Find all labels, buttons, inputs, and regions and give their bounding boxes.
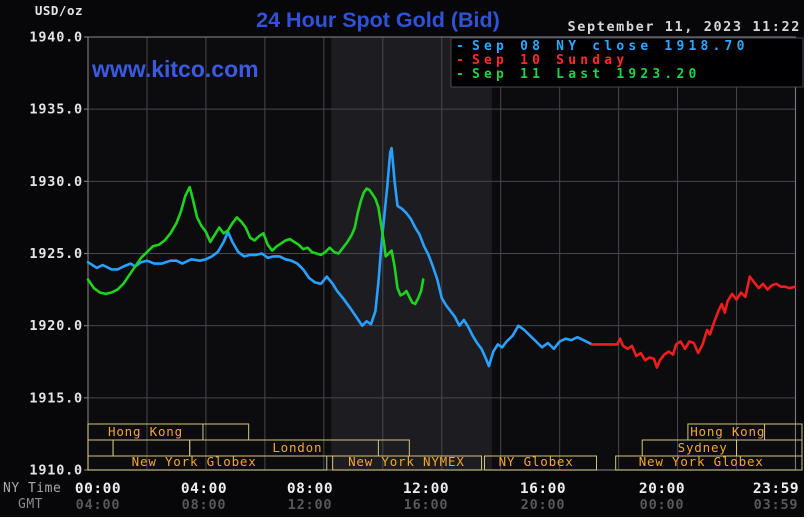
y-axis-tick-label: 1915.0 xyxy=(29,390,83,406)
plot-area xyxy=(84,36,797,471)
ny-time-tick-label: 04:00 xyxy=(181,481,227,497)
legend-box: - Sep 08 NY close 1918.70- Sep 10 Sunday- S… xyxy=(450,37,804,88)
session-label: NY Globex xyxy=(499,454,574,469)
y-axis-labels: 1940.0 1935.0 1930.0 1925.0 1920.0 1915.0 1910… xyxy=(29,30,83,479)
session-box xyxy=(332,455,483,471)
session-box xyxy=(483,455,598,471)
session-label: Hong Kong xyxy=(690,424,765,439)
ny-time-tick-label: 23:59 xyxy=(753,481,799,497)
gmt-tick-label: 04:00 xyxy=(76,497,121,513)
y-axis-tick-label: 1935.0 xyxy=(29,102,83,118)
ny-time-tick-label: 20:00 xyxy=(639,481,685,497)
legend-background xyxy=(450,37,804,88)
gmt-tick-label: 16:00 xyxy=(404,497,449,513)
y-axis-tick-label: 1930.0 xyxy=(29,174,83,190)
legend-dash: - xyxy=(456,53,464,68)
session-label: New York NYMEX xyxy=(348,454,465,469)
y-axis-tick-label: 1940.0 xyxy=(29,30,83,46)
legend-item-label: Sep 11 Last 1923.20 xyxy=(472,67,701,82)
gmt-tick-label: 20:00 xyxy=(521,497,566,513)
session-box xyxy=(615,455,803,471)
ny-time-tick-label: 00:00 xyxy=(75,481,121,497)
ny-time-tick-label: 08:00 xyxy=(287,481,333,497)
gmt-tick-label: 00:00 xyxy=(640,497,685,513)
gmt-tick-label: 08:00 xyxy=(182,497,227,513)
gmt-caption: GMT xyxy=(18,497,43,512)
y-axis-tick-label: 1920.0 xyxy=(29,318,83,334)
gmt-tick-label: 12:00 xyxy=(288,497,333,513)
session-box xyxy=(87,455,328,471)
ny-time-tick-label: 16:00 xyxy=(520,481,566,497)
y-axis-unit-label: USD/oz xyxy=(35,3,83,18)
price-line-sep-10-sunday xyxy=(590,275,797,369)
price-line-sep-11-last xyxy=(86,185,425,306)
price-line-sep-08-ny-close xyxy=(86,146,594,368)
x-axis-labels: 00:0004:0004:0008:0008:0012:0012:0016:00… xyxy=(75,481,799,513)
gmt-tick-label: 03:59 xyxy=(754,497,799,513)
kitco-watermark: www.kitco.com xyxy=(91,56,259,82)
session-label: Sydney xyxy=(678,440,728,455)
session-label: New York Globex xyxy=(639,454,764,469)
y-axis-tick-label: 1910.0 xyxy=(29,463,83,479)
page-title: 24 Hour Spot Gold (Bid) xyxy=(256,8,500,32)
datetime-label: September 11, 2023 11:22 xyxy=(568,19,801,35)
ny-time-tick-label: 12:00 xyxy=(403,481,449,497)
legend-dash: - xyxy=(456,67,464,82)
legend-item-label: Sep 08 NY close 1918.70 xyxy=(472,39,749,54)
session-label: London xyxy=(272,440,322,455)
session-label: Hong Kong xyxy=(108,424,183,439)
y-axis-tick-label: 1925.0 xyxy=(29,246,83,262)
session-label: New York Globex xyxy=(132,454,257,469)
price-series-lines xyxy=(86,146,797,369)
legend-dash: - xyxy=(456,39,464,54)
ny-time-caption: NY Time xyxy=(3,481,61,496)
legend-item-label: Sep 10 Sunday xyxy=(472,53,628,68)
